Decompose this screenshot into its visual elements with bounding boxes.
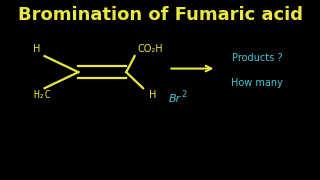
- Text: Products ?: Products ?: [232, 53, 283, 63]
- Text: Bromination of Fumaric acid: Bromination of Fumaric acid: [18, 6, 302, 24]
- Text: How many: How many: [231, 78, 283, 88]
- Text: Br: Br: [169, 94, 181, 104]
- Text: H₂C: H₂C: [33, 90, 51, 100]
- Text: H: H: [149, 90, 156, 100]
- Text: H: H: [33, 44, 41, 54]
- Text: 2: 2: [181, 90, 186, 99]
- Text: CO₂H: CO₂H: [138, 44, 163, 54]
